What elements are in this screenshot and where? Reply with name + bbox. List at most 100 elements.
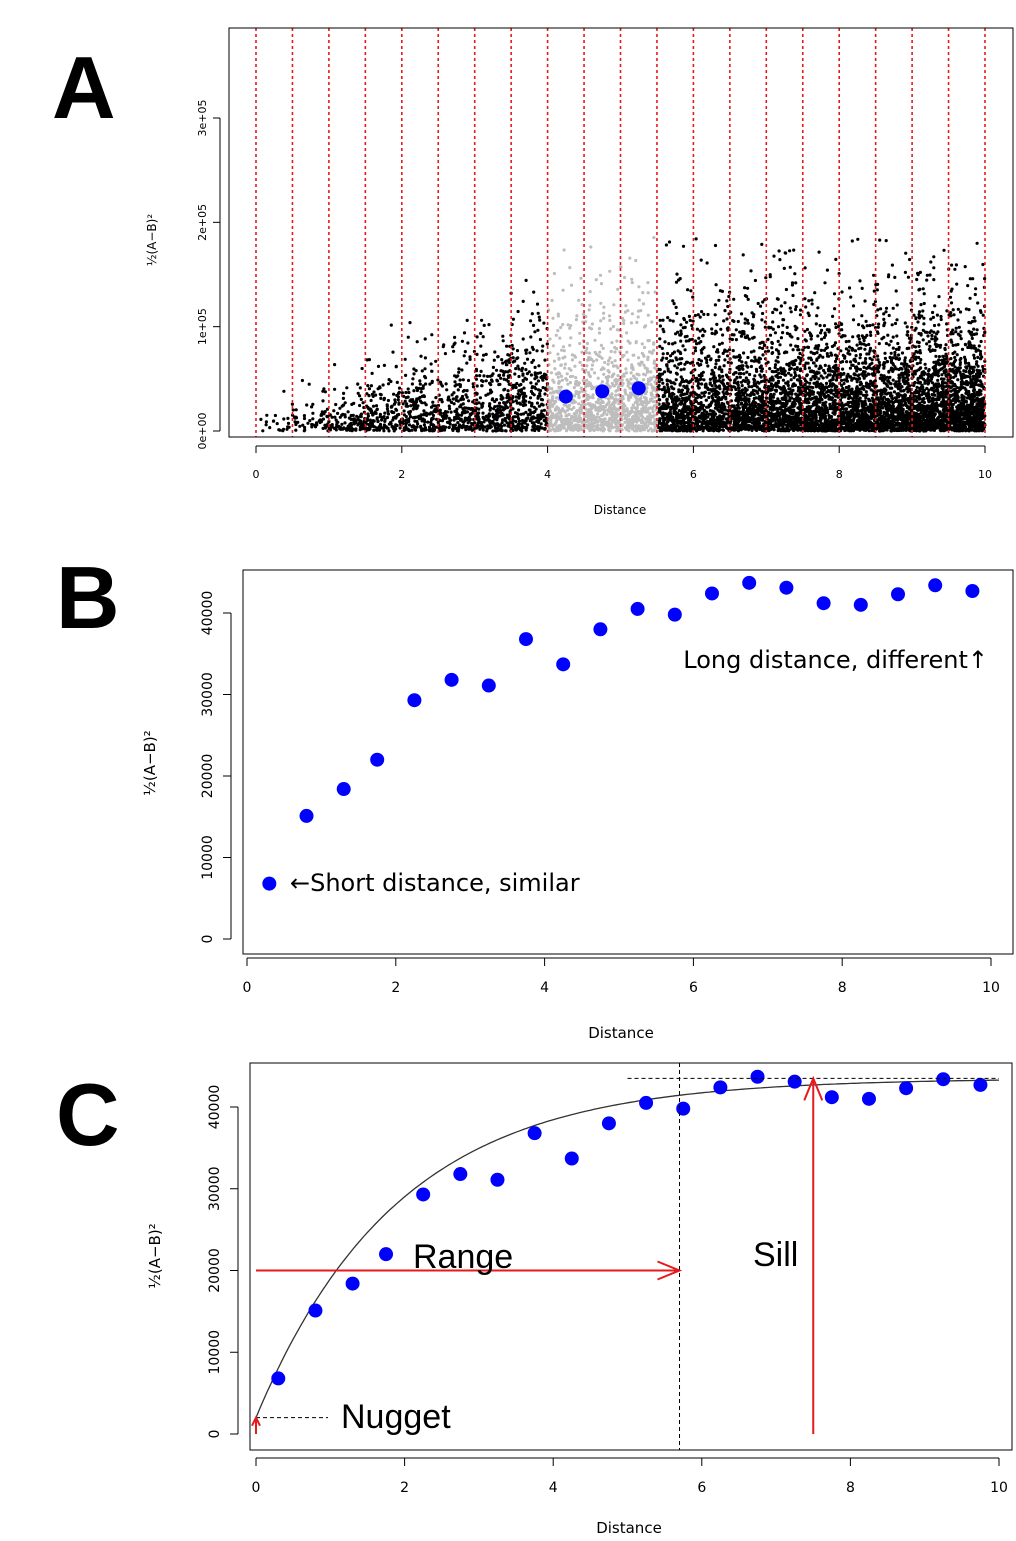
- panel-b-x-tick-label: 10: [982, 980, 1000, 996]
- panel-c-y-tick-label: 10000: [207, 1330, 223, 1375]
- panel-a-y-tick-label: 3e+05: [196, 100, 209, 137]
- panel-c-y-tick-label: 30000: [207, 1166, 223, 1211]
- panel-a-y-tick-label: 1e+05: [196, 308, 209, 345]
- panel-c-point: [936, 1072, 951, 1087]
- panel-b-point: [928, 578, 943, 593]
- panel-b-point: [407, 693, 422, 708]
- panel-a-y-tick-label: 2e+05: [196, 204, 209, 241]
- panel-b-point: [519, 632, 533, 647]
- panel-c-point: [899, 1081, 914, 1096]
- panel-b-x-tick-label: 0: [243, 980, 252, 996]
- panel-c-x-tick-label: 2: [400, 1480, 409, 1496]
- panel-b-y-tick-label: 30000: [200, 672, 216, 717]
- panel-c-point: [787, 1074, 802, 1089]
- panel-letter-c: C: [56, 1065, 120, 1164]
- panel-c-y-axis-title: ½(A−B)²: [146, 1223, 164, 1288]
- panel-c-point: [639, 1095, 654, 1110]
- panel-b-point: [262, 876, 277, 891]
- panel-b-point: [667, 607, 682, 622]
- panel-c-x-axis-title: Distance: [596, 1519, 662, 1537]
- panel-b-y-tick-label: 40000: [200, 591, 216, 636]
- panel-a-x-axis-title: Distance: [594, 503, 646, 517]
- panel-b-y-axis-title: ½(A−B)²: [141, 730, 159, 795]
- panel-a-y-tick-label: 0e+00: [196, 413, 209, 450]
- panel-a-bin-means: [558, 381, 646, 404]
- panel-a-black-points: [259, 237, 987, 433]
- panel-b-point: [965, 583, 980, 598]
- panel-a-y-axis-title: ½(A−B)²: [145, 214, 159, 266]
- panel-b-annotation-short: ←Short distance, similar: [290, 869, 580, 897]
- panel-b-point: [853, 597, 868, 612]
- panel-a-x-tick-label: 4: [544, 468, 551, 481]
- panel-a-bin-lines: [255, 28, 986, 437]
- panel-b-point: [705, 586, 719, 601]
- panel-a-bin-mean-point: [595, 384, 610, 399]
- panel-b-y-tick-label: 10000: [200, 835, 216, 880]
- panel-a-frame: [228, 27, 1014, 438]
- panel-letter-b: B: [56, 548, 120, 647]
- panel-c-model-curve: [255, 1079, 1000, 1418]
- panel-b-annotation-long: Long distance, different↑: [683, 646, 988, 674]
- panel-a-bin-mean-point: [558, 389, 573, 404]
- panel-c-x-tick-label: 10: [990, 1480, 1008, 1496]
- panel-c-x-tick-label: 0: [252, 1480, 261, 1496]
- panel-a-x-tick-label: 2: [398, 468, 405, 481]
- panel-b-point: [299, 808, 314, 823]
- panel-c-point: [676, 1101, 691, 1116]
- panel-b-point: [593, 622, 608, 637]
- panel-c-model-line: [255, 1079, 1000, 1418]
- panel-b-point: [742, 575, 757, 590]
- panel-c-sill-arrowhead: [803, 1075, 824, 1101]
- panel-b-frame: [242, 569, 1014, 955]
- panel-b-point: [816, 596, 831, 611]
- panel-c-point: [527, 1126, 542, 1141]
- panel-b-x-tick-label: 2: [391, 980, 400, 996]
- panel-c-y-tick-label: 0: [207, 1430, 223, 1439]
- panel-b-points: [262, 575, 980, 891]
- panel-c-point: [973, 1077, 988, 1092]
- panel-c-x-tick-label: 8: [846, 1480, 855, 1496]
- panel-c-sill-label: Sill: [753, 1236, 798, 1274]
- panel-b-axes: 0 2 4 6 8 10 0 10000 20000 30000 40000: [200, 569, 1014, 996]
- panel-b-x-tick-label: 8: [838, 980, 847, 996]
- panel-c-point: [308, 1303, 323, 1318]
- panel-c-point: [564, 1151, 579, 1166]
- panel-c-annotation-arrows: [251, 1063, 999, 1450]
- panel-c-point: [750, 1069, 765, 1084]
- panel-c-range-label: Range: [413, 1238, 513, 1276]
- panel-c-axes: 0 2 4 6 8 10 0 10000 20000 30000 40000: [207, 1062, 1013, 1496]
- panel-a-x-tick-label: 8: [836, 468, 843, 481]
- panel-b-point: [481, 678, 496, 693]
- panel-b-point: [444, 672, 459, 687]
- panel-letter-a: A: [52, 38, 116, 137]
- panel-c-point: [490, 1172, 505, 1187]
- panel-b-y-tick-label: 20000: [200, 754, 216, 799]
- panel-c-point: [824, 1090, 839, 1105]
- panel-c-point: [861, 1091, 876, 1106]
- panel-b-point: [336, 782, 351, 797]
- panel-b-x-tick-label: 4: [540, 980, 549, 996]
- panel-c-point: [271, 1371, 286, 1386]
- panel-c-point: [601, 1116, 616, 1131]
- panel-a-x-tick-label: 6: [690, 468, 697, 481]
- panel-c-nugget-arrowhead: [251, 1415, 261, 1427]
- panel-c-points: [271, 1069, 988, 1386]
- panel-c-x-tick-label: 6: [697, 1480, 706, 1496]
- panel-a-axes: 0 2 4 6 8 10 0e+00 1e+05 2e+05 3e+05: [196, 27, 1014, 481]
- panel-c-point: [453, 1167, 468, 1182]
- panel-a-x-tick-label: 10: [978, 468, 992, 481]
- panel-c-point: [345, 1276, 360, 1291]
- panel-c-x-tick-label: 4: [549, 1480, 558, 1496]
- panel-c-y-tick-label: 40000: [207, 1085, 223, 1130]
- panel-c-y-tick-label: 20000: [207, 1248, 223, 1293]
- panel-c-nugget-label: Nugget: [341, 1398, 451, 1436]
- panel-b-x-tick-label: 6: [689, 980, 698, 996]
- panel-b-point: [630, 601, 645, 616]
- panel-a-chart: 0 2 4 6 8 10 0e+00 1e+05 2e+05 3e+05 Distance ½(A…: [145, 27, 1014, 517]
- panel-a-bin-mean-point: [631, 381, 646, 396]
- panel-b-chart: 0 2 4 6 8 10 0 10000 20000 30000 40000 ←Short dist…: [141, 569, 1014, 1042]
- panel-a-x-tick-label: 0: [253, 468, 260, 481]
- panel-b-y-tick-label: 0: [200, 935, 216, 944]
